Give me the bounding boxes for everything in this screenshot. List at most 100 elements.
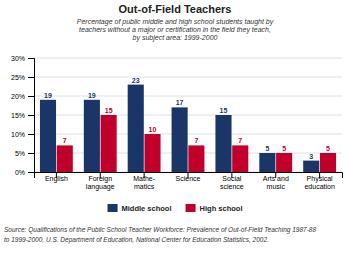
legend-label: Middle school <box>122 204 172 213</box>
x-tick-label-line: Physical <box>307 175 334 183</box>
y-axis-line <box>28 59 35 173</box>
title: Out-of-Field Teachers <box>119 3 232 15</box>
y-tick-mark <box>28 58 34 59</box>
y-axis: 0% 5% 10% 15% 20% 25% 30% <box>11 55 35 176</box>
legend-swatch <box>186 204 196 212</box>
y-tick-label: 30% <box>11 55 25 62</box>
x-tick-label-line: Arts and <box>263 175 289 182</box>
x-tick-label-line: Social <box>222 175 242 182</box>
bar <box>172 107 188 172</box>
bar <box>232 145 248 172</box>
bar <box>57 145 73 172</box>
y-tick-mark <box>28 77 34 78</box>
grid-line <box>34 134 342 135</box>
data-label: 3 <box>309 153 313 160</box>
x-tick-label-line: language <box>86 183 115 191</box>
subtitle-line: by subject area: 1999-2000 <box>133 34 218 42</box>
annotation: to 1999-2000, U.S. Department of Educati… <box>4 236 269 244</box>
grid-line <box>34 153 342 154</box>
x-tick: Physicaleducation <box>304 172 334 190</box>
y-tick: 30% <box>11 55 34 62</box>
subtitle-line: Percentage of public middle and high sch… <box>77 18 274 26</box>
x-tick: Mathe-matics <box>133 172 155 190</box>
bar <box>188 145 204 172</box>
grid-line <box>34 96 342 97</box>
x-axis: English Foreignlanguage Mathe-matics Scienc… <box>35 172 343 191</box>
x-tick-label-line: music <box>267 183 286 190</box>
bars <box>40 85 336 172</box>
chart: Out-of-Field Teachers Percentage of publi… <box>0 0 350 270</box>
x-tick-label: Arts andmusic <box>263 175 289 190</box>
grid-line <box>34 115 342 116</box>
x-tick-label: Socialscience <box>220 175 244 190</box>
y-tick-label: 20% <box>11 93 25 100</box>
data-label: 17 <box>176 99 184 106</box>
legend-item: High school <box>186 204 243 213</box>
data-labels: 19 19 23 17 15 5 3 7 15 10 7 7 5 5 <box>44 77 330 160</box>
bar <box>259 153 275 172</box>
x-tick-label: English <box>45 175 68 183</box>
data-label: 15 <box>105 107 113 114</box>
x-tick-label-line: education <box>304 183 334 190</box>
legend-item: Middle school <box>108 204 172 213</box>
x-tick: Science <box>176 172 201 182</box>
y-tick-mark <box>28 96 34 97</box>
annotation: Source: Qualifications of the Public Sch… <box>4 226 316 234</box>
y-tick-mark <box>28 153 34 154</box>
x-tick-label: Mathe-matics <box>133 175 155 190</box>
x-tick-label: Physicaleducation <box>304 175 334 190</box>
bar <box>84 100 100 172</box>
data-label: 7 <box>194 137 198 144</box>
y-tick-mark <box>28 172 34 173</box>
bar <box>303 161 319 172</box>
data-label: 19 <box>88 92 96 99</box>
subtitle-line: teachers without a major or certificatio… <box>79 26 271 34</box>
y-tick: 0% <box>15 169 34 176</box>
y-tick-label: 0% <box>15 169 25 176</box>
y-tick: 25% <box>11 74 34 81</box>
x-tick-label-line: Science <box>176 175 201 182</box>
y-tick-label: 10% <box>11 131 25 138</box>
data-label: 7 <box>63 137 67 144</box>
y-tick: 15% <box>11 112 34 119</box>
y-tick-label: 5% <box>15 150 25 157</box>
x-tick: Socialscience <box>220 172 244 190</box>
x-tick-label-line: English <box>45 175 68 183</box>
subtitle: Percentage of public middle and high sch… <box>77 18 274 42</box>
bar <box>144 134 160 172</box>
y-tick: 10% <box>11 131 34 138</box>
grid <box>34 58 342 172</box>
data-label: 15 <box>220 107 228 114</box>
grid-line <box>34 77 342 78</box>
data-label: 10 <box>149 126 157 133</box>
x-tick: English <box>45 172 68 183</box>
legend: Middle school High school <box>108 204 243 213</box>
data-label: 23 <box>132 77 140 84</box>
bar <box>101 115 117 172</box>
grid-line <box>34 58 342 59</box>
bar <box>128 85 144 172</box>
data-label: 7 <box>238 137 242 144</box>
x-tick: Arts andmusic <box>263 172 289 190</box>
data-label: 5 <box>282 145 286 152</box>
x-tick-label-line: matics <box>134 183 155 190</box>
legend-swatch <box>108 204 118 212</box>
y-tick-label: 25% <box>11 74 25 81</box>
y-tick-label: 15% <box>11 112 25 119</box>
data-label: 5 <box>326 145 330 152</box>
y-tick: 5% <box>15 150 34 157</box>
y-tick: 20% <box>11 93 34 100</box>
data-label: 5 <box>265 145 269 152</box>
bar <box>215 115 231 172</box>
x-tick-label: Science <box>176 175 201 182</box>
bar <box>320 153 336 172</box>
data-label: 19 <box>44 92 52 99</box>
bar <box>276 153 292 172</box>
x-tick: Foreignlanguage <box>86 172 115 191</box>
x-tick-label-line: Mathe- <box>133 175 155 182</box>
x-tick-label-line: science <box>220 183 244 190</box>
bar <box>40 100 56 172</box>
x-tick-label-line: Foreign <box>88 175 112 183</box>
legend-label: High school <box>200 204 243 213</box>
x-tick-label: Foreignlanguage <box>86 175 115 191</box>
